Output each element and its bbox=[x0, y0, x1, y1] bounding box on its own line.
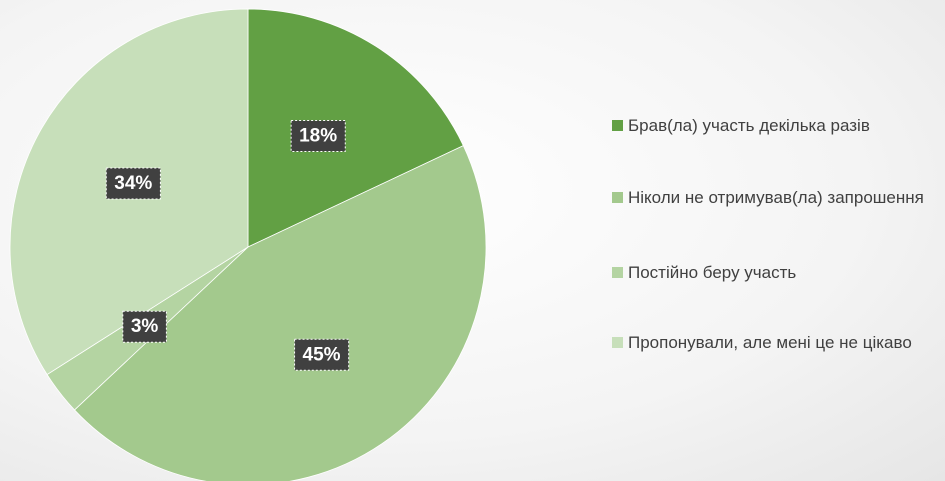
data-label-text: 34% bbox=[114, 173, 152, 194]
legend-item: Ніколи не отримував(ла) запрошення bbox=[612, 185, 937, 210]
legend-swatch bbox=[612, 337, 623, 348]
pie-slice bbox=[73, 145, 487, 481]
data-label-box bbox=[290, 119, 346, 152]
legend-item: Постійно беру участь bbox=[612, 260, 937, 285]
legend: Брав(ла) участь декілька разів Ніколи не … bbox=[612, 0, 937, 481]
data-label: 34% bbox=[105, 167, 161, 200]
legend-swatch bbox=[612, 267, 623, 278]
legend-swatch bbox=[612, 120, 623, 131]
legend-label: Постійно беру участь bbox=[628, 263, 797, 282]
data-label: 45% bbox=[294, 338, 350, 371]
data-label-text: 45% bbox=[303, 344, 341, 365]
data-label-box bbox=[294, 338, 350, 371]
legend-label: Брав(ла) участь декілька разів bbox=[628, 116, 870, 135]
data-label: 18% bbox=[290, 119, 346, 152]
legend-swatch bbox=[612, 192, 623, 203]
legend-label: Пропонували, але мені це не цікаво bbox=[628, 333, 912, 352]
data-label-box bbox=[105, 167, 161, 200]
data-label-text: 18% bbox=[299, 125, 337, 146]
pie-area: 18% 45% 3% 34% bbox=[9, 8, 487, 481]
pie-slice bbox=[247, 8, 464, 248]
data-label-text: 3% bbox=[131, 316, 159, 337]
legend-item: Брав(ла) участь декілька разів bbox=[612, 113, 937, 138]
data-label-box bbox=[122, 310, 167, 343]
data-label: 3% bbox=[122, 310, 167, 343]
legend-item: Пропонували, але мені це не цікаво bbox=[612, 330, 937, 355]
legend-label: Ніколи не отримував(ла) запрошення bbox=[628, 188, 924, 207]
